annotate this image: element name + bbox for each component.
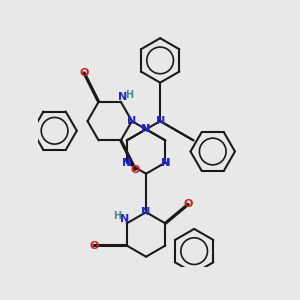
Text: H: H: [125, 90, 134, 100]
Text: O: O: [79, 68, 89, 78]
Text: N: N: [141, 124, 151, 134]
Text: N: N: [155, 116, 165, 126]
Text: H: H: [113, 212, 121, 221]
Text: O: O: [184, 199, 193, 209]
Text: N: N: [118, 92, 128, 102]
Text: N: N: [127, 116, 136, 126]
Text: N: N: [141, 124, 151, 134]
Text: N: N: [161, 158, 170, 168]
Text: N: N: [122, 158, 131, 168]
Text: O: O: [131, 165, 140, 175]
Text: N: N: [120, 214, 130, 224]
Text: O: O: [89, 241, 99, 250]
Text: N: N: [122, 158, 131, 168]
Text: N: N: [161, 158, 170, 168]
Text: N: N: [141, 124, 151, 134]
Text: N: N: [161, 158, 170, 168]
Text: N: N: [141, 207, 151, 217]
Text: N: N: [122, 158, 131, 168]
